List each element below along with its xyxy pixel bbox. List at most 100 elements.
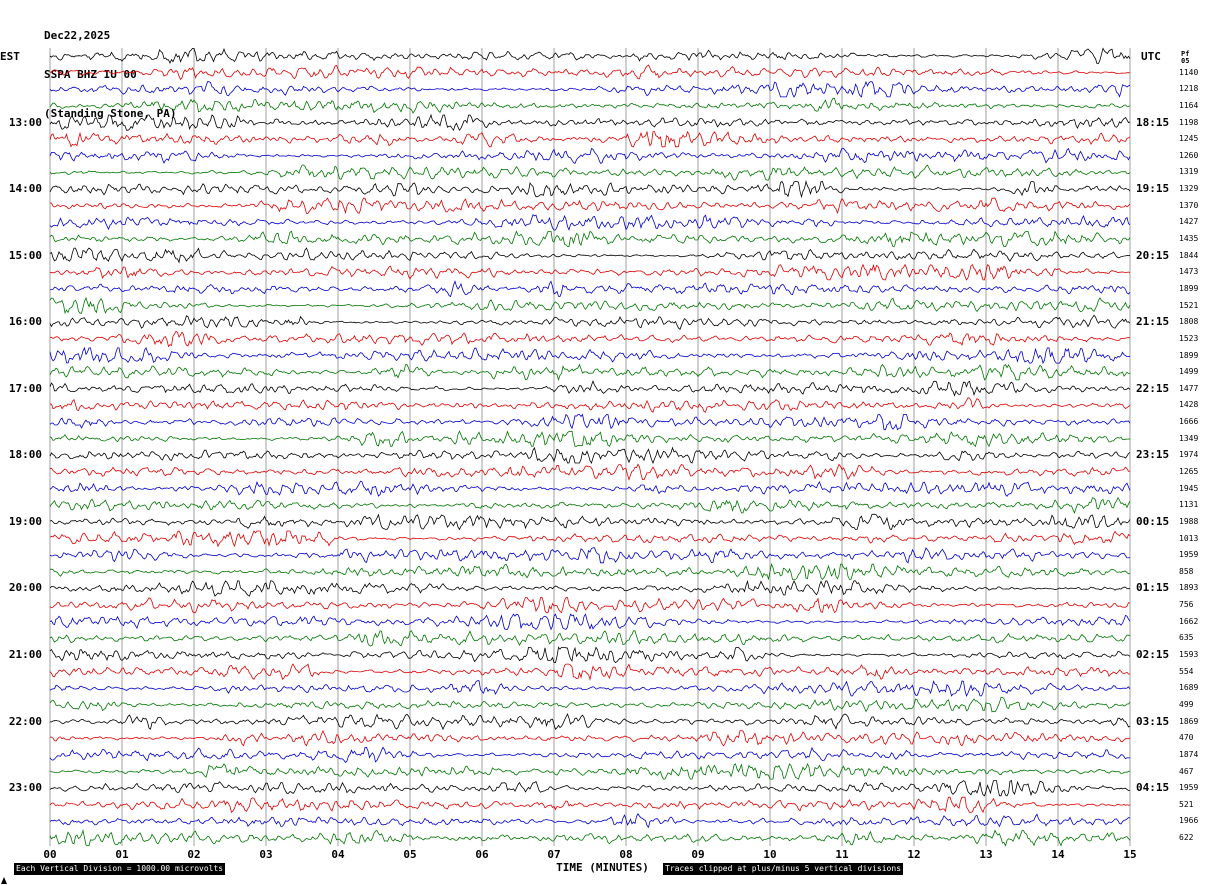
row-peak-value: 1013 xyxy=(1179,533,1199,543)
trace-row xyxy=(49,380,1131,397)
trace-row xyxy=(49,680,1131,697)
x-tick-label: 08 xyxy=(619,848,633,861)
row-peak-value: 554 xyxy=(1179,666,1194,676)
trace-row xyxy=(49,197,1131,215)
trace-row xyxy=(49,97,1131,114)
trace-row xyxy=(49,314,1131,330)
trace-row xyxy=(49,413,1131,431)
trace-row xyxy=(49,230,1131,248)
left-time-label: 21:00 xyxy=(8,648,42,662)
left-time-label: 23:00 xyxy=(8,781,42,795)
x-tick-label: 04 xyxy=(331,848,345,861)
scale-note: Each Vertical Division = 1000.00 microvo… xyxy=(14,863,226,875)
row-peak-value: 1131 xyxy=(1179,500,1199,510)
left-time-label: 13:00 xyxy=(8,115,42,129)
row-peak-value: 1499 xyxy=(1179,367,1199,377)
clip-note: Traces clipped at plus/minus 5 vertical … xyxy=(663,863,904,875)
corner-mark xyxy=(1,877,7,884)
row-peak-value: 470 xyxy=(1179,733,1194,743)
x-tick-label: 10 xyxy=(763,848,777,861)
trace-row xyxy=(49,463,1131,481)
row-peak-value: 467 xyxy=(1179,766,1194,776)
row-peak-value: 1218 xyxy=(1179,84,1199,94)
row-peak-value: 1198 xyxy=(1179,117,1199,127)
trace-row xyxy=(49,480,1131,497)
right-time-label: 18:15 xyxy=(1136,115,1170,129)
row-peak-value: 1869 xyxy=(1179,716,1199,726)
trace-row xyxy=(49,397,1131,413)
trace-row xyxy=(49,513,1131,531)
right-axis-title: UTC xyxy=(1141,50,1161,63)
trace-row xyxy=(49,712,1131,731)
trace-row xyxy=(49,80,1131,98)
date-label: Dec22,2025 xyxy=(44,29,111,42)
row-peak-value: 1966 xyxy=(1179,816,1199,826)
trace-row xyxy=(49,597,1131,614)
row-peak-value: 1959 xyxy=(1179,783,1199,793)
row-peak-value: 1899 xyxy=(1179,350,1199,360)
row-peak-value: 1974 xyxy=(1179,450,1199,460)
trace-row xyxy=(49,179,1131,199)
station-label: SSPA BHZ IU 00 xyxy=(44,68,137,81)
row-peak-value: 1435 xyxy=(1179,234,1199,244)
row-peak-value: 1523 xyxy=(1179,333,1199,343)
trace-row xyxy=(49,646,1131,664)
x-tick-label: 06 xyxy=(475,848,489,861)
left-time-label: 15:00 xyxy=(8,248,42,262)
x-tick-label: 13 xyxy=(979,848,993,861)
trace-row xyxy=(49,113,1131,132)
trace-row xyxy=(49,746,1131,764)
trace-row xyxy=(49,579,1130,597)
trace-row xyxy=(49,64,1131,81)
row-peak-value: 499 xyxy=(1179,699,1194,709)
row-peak-value: 1164 xyxy=(1179,100,1199,110)
row-peak-value: 1899 xyxy=(1179,283,1199,293)
x-tick-label: 02 xyxy=(187,848,201,861)
x-axis-title: TIME (MINUTES) xyxy=(556,861,649,874)
row-peak-value: 1689 xyxy=(1179,683,1199,693)
row-peak-value: 1140 xyxy=(1179,67,1199,77)
row-peak-value: 1245 xyxy=(1179,134,1199,144)
location-label: (Standing Stone, PA) xyxy=(44,107,177,120)
row-peak-value: 1349 xyxy=(1179,433,1199,443)
right-time-label: 00:15 xyxy=(1136,514,1170,528)
trace-row xyxy=(49,547,1131,564)
x-tick-label: 07 xyxy=(547,848,561,861)
trace-row xyxy=(49,496,1131,514)
trace-row xyxy=(49,147,1131,164)
left-time-label: 18:00 xyxy=(8,448,42,462)
trace-row xyxy=(49,663,1131,681)
x-tick-label: 05 xyxy=(403,848,417,861)
left-axis-title: EST xyxy=(0,50,20,63)
trace-row xyxy=(49,214,1131,231)
trace-row xyxy=(49,530,1131,548)
trace-row xyxy=(49,164,1131,181)
trace-row xyxy=(49,697,1131,713)
row-peak-value: 1260 xyxy=(1179,150,1199,160)
x-tick-label: 11 xyxy=(835,848,849,861)
x-tick-label: 14 xyxy=(1051,848,1065,861)
trace-row xyxy=(49,296,1131,315)
x-tick-label: 00 xyxy=(43,848,57,861)
left-time-label: 20:00 xyxy=(8,581,42,595)
right-time-label: 04:15 xyxy=(1136,781,1170,795)
trace-row xyxy=(49,280,1131,298)
left-time-label: 14:00 xyxy=(8,182,42,196)
trace-row xyxy=(49,363,1131,382)
right-time-label: 03:15 xyxy=(1136,714,1170,728)
row-peak-value: 1319 xyxy=(1179,167,1199,177)
row-peak-value: 1844 xyxy=(1179,250,1199,260)
right-time-label: 23:15 xyxy=(1136,448,1170,462)
trace-row xyxy=(49,130,1131,148)
trace-row xyxy=(49,346,1131,365)
row-peak-value: 1874 xyxy=(1179,749,1199,759)
row-peak-value: 1521 xyxy=(1179,300,1199,310)
trace-row xyxy=(49,562,1131,581)
row-peak-value: 1477 xyxy=(1179,383,1199,393)
right-time-label: 22:15 xyxy=(1136,381,1170,395)
row-peak-value: 1428 xyxy=(1179,400,1199,410)
left-time-label: 17:00 xyxy=(8,381,42,395)
row-peak-value: 622 xyxy=(1179,833,1194,843)
trace-row xyxy=(49,828,1131,847)
